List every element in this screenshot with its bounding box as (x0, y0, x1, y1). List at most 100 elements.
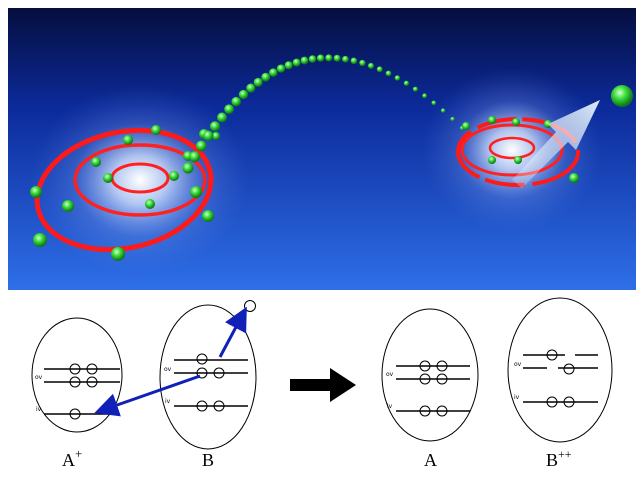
electron-marker (196, 353, 208, 365)
electron-marker (546, 396, 558, 408)
caption-a-plus-charge: + (75, 446, 82, 461)
electron (145, 199, 155, 209)
ov-label: ov (514, 361, 522, 368)
trajectory-dot (196, 140, 207, 152)
electron (514, 156, 522, 164)
trajectory-dot (333, 54, 341, 62)
trajectory-dot (276, 64, 286, 73)
right-orbit-outer (456, 117, 580, 187)
electron (488, 156, 496, 164)
electron-marker (436, 405, 448, 417)
collision-illustration (8, 8, 636, 290)
electron-marker (213, 367, 225, 379)
trajectory-dot (217, 112, 227, 123)
electron-trajectory (182, 54, 464, 174)
electron (212, 132, 220, 140)
trajectory-dot (350, 57, 358, 65)
trajectory-dot (422, 93, 428, 99)
trajectory-dot (394, 75, 401, 81)
left-atom-glow (30, 85, 250, 275)
electron-marker (563, 363, 575, 375)
electron (190, 186, 202, 198)
electron (62, 200, 74, 212)
atom-captions: A+ B A B++ (62, 446, 572, 470)
electron-marker (196, 367, 208, 379)
electron-marker (69, 376, 81, 388)
ejected-electron (611, 85, 633, 107)
trajectory-dot (325, 54, 333, 62)
trajectory-dot (189, 151, 201, 163)
caption-b-double-plus: B++ (546, 447, 572, 470)
electron (91, 157, 101, 167)
atom-b-double-plus-outline (507, 297, 613, 443)
trajectory-dot (308, 55, 317, 63)
trajectory-dot (209, 121, 221, 132)
right-orbit-inner (488, 136, 536, 160)
ov-label: ov (164, 366, 172, 373)
electron-marker (69, 408, 81, 420)
trajectory-dot (403, 80, 410, 86)
atom-b-outline (159, 304, 257, 450)
electron-marker (419, 360, 431, 372)
electron (33, 233, 47, 247)
electron (462, 122, 470, 130)
trajectory-dot (203, 130, 214, 141)
trajectory-dot (231, 96, 241, 107)
trajectory-dot (359, 59, 366, 67)
electron (151, 125, 161, 135)
ejection-arrow (512, 100, 600, 188)
electron-marker (196, 400, 208, 412)
right-atom-glow (422, 68, 602, 232)
ov-label: ov (35, 374, 43, 381)
electron-marker (86, 376, 98, 388)
energy-level-schematic: ov iv ov iv (31, 297, 613, 450)
atom-a: ov iv (381, 308, 479, 442)
left-atom (30, 85, 250, 275)
atom-a-plus: ov iv (31, 317, 123, 433)
electron-marker (69, 363, 81, 375)
trajectory-dot (431, 100, 437, 106)
left-orbit-middle (73, 143, 207, 217)
trajectory-dot (284, 61, 293, 70)
right-orbit-middle (460, 123, 564, 177)
iv-label: iv (165, 398, 171, 405)
trajectory-dot (238, 89, 249, 100)
trajectory-dot (224, 104, 234, 115)
trajectory-dot (376, 66, 383, 73)
caption-b-charge: ++ (558, 447, 572, 461)
trajectory-dot (342, 55, 349, 63)
trajectory-dot (292, 58, 301, 67)
electron (488, 116, 496, 124)
transfer-arrow (94, 374, 201, 417)
caption-b-letter: B (546, 450, 558, 470)
electron (111, 247, 125, 261)
ejected-electron-marker (244, 300, 256, 312)
electron (569, 173, 579, 183)
electron (169, 171, 179, 181)
electron-marker (419, 405, 431, 417)
caption-a: A (424, 450, 437, 470)
caption-a-plus: A+ (62, 446, 82, 470)
electron-marker (86, 363, 98, 375)
atom-b-double-plus: ov iv (507, 297, 613, 443)
ov-label: ov (386, 371, 394, 378)
electron (202, 210, 214, 222)
left-orbit-outer (34, 127, 214, 253)
electron-marker (419, 373, 431, 385)
electron (30, 186, 42, 198)
electron-marker (436, 373, 448, 385)
reaction-arrow (290, 368, 356, 402)
electron-marker (563, 396, 575, 408)
trajectory-dot (300, 56, 309, 65)
atom-b: ov iv (94, 300, 257, 450)
right-atom (422, 68, 633, 232)
iv-label: iv (387, 403, 393, 410)
trajectory-dot (246, 83, 256, 93)
electron (103, 173, 113, 183)
right-atom-electrons (462, 116, 579, 183)
atom-a-plus-outline (31, 317, 123, 433)
caption-a-plus-letter: A (62, 450, 75, 470)
atom-a-outline (381, 308, 479, 442)
emission-arrow (218, 306, 247, 358)
